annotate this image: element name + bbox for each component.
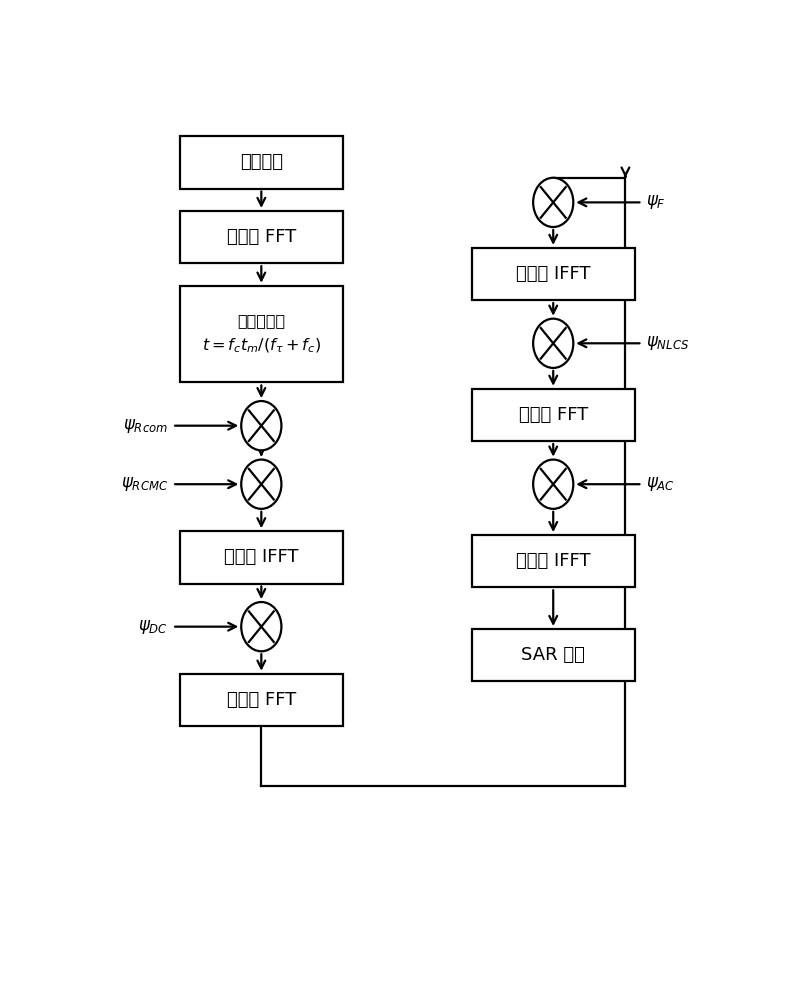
Text: 回波数据: 回波数据 — [240, 153, 283, 171]
Bar — [180, 286, 343, 382]
Text: SAR 图像: SAR 图像 — [522, 646, 585, 664]
Bar — [180, 136, 343, 189]
Text: $\psi_{NLCS}$: $\psi_{NLCS}$ — [646, 334, 689, 352]
Text: $\psi_{Rcom}$: $\psi_{Rcom}$ — [123, 417, 168, 435]
Text: 慢时间变换
$t=f_ct_m/(f_{\tau}+f_c)$: 慢时间变换 $t=f_ct_m/(f_{\tau}+f_c)$ — [202, 313, 321, 355]
Bar — [180, 674, 343, 726]
Text: 距离向 IFFT: 距离向 IFFT — [224, 548, 299, 566]
Circle shape — [533, 319, 573, 368]
Text: 距离向 FFT: 距离向 FFT — [227, 228, 296, 246]
Text: 方位向 IFFT: 方位向 IFFT — [516, 265, 590, 283]
Bar — [471, 535, 635, 587]
Text: $\psi_{DC}$: $\psi_{DC}$ — [139, 618, 168, 636]
Circle shape — [533, 178, 573, 227]
Bar — [180, 531, 343, 584]
Text: $\psi_{RCMC}$: $\psi_{RCMC}$ — [122, 475, 168, 493]
Text: 方位向 IFFT: 方位向 IFFT — [516, 552, 590, 570]
Circle shape — [533, 460, 573, 509]
Circle shape — [241, 602, 281, 651]
Text: 方位向 FFT: 方位向 FFT — [518, 406, 588, 424]
Bar — [180, 211, 343, 263]
Bar — [471, 629, 635, 681]
Bar — [471, 248, 635, 300]
Circle shape — [241, 401, 281, 450]
Text: $\psi_{F}$: $\psi_{F}$ — [646, 193, 666, 211]
Text: 方位向 FFT: 方位向 FFT — [227, 691, 296, 709]
Text: $\psi_{AC}$: $\psi_{AC}$ — [646, 475, 676, 493]
Circle shape — [241, 460, 281, 509]
Bar — [471, 389, 635, 441]
